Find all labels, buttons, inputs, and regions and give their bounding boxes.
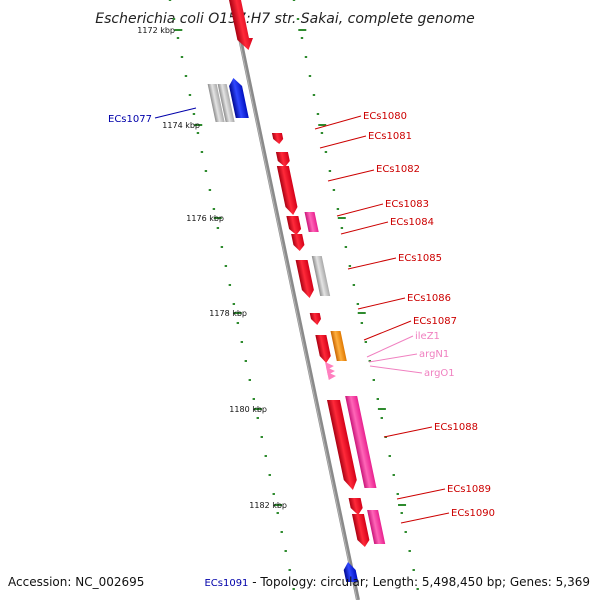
footer-summary: ECs1091 - Topology: circular; Length: 5,…	[204, 575, 590, 589]
gene-arrow[interactable]	[286, 216, 302, 235]
accession-text: Accession: NC_002695	[8, 575, 144, 589]
gene-arrow[interactable]	[295, 260, 316, 298]
gene-track	[207, 0, 386, 582]
gene-label-ecs1077[interactable]: ECs1077	[108, 114, 152, 125]
scale-ticks	[168, 0, 419, 590]
kbp-label: 1174 kbp	[162, 121, 200, 130]
gene-label-ecs1083[interactable]: ECs1083	[385, 199, 429, 210]
gene-label-argo1[interactable]: argO1	[424, 368, 455, 379]
gene-label-ecs1084[interactable]: ECs1084	[390, 217, 434, 228]
kbp-label: 1176 kbp	[186, 214, 224, 223]
gene-block[interactable]	[345, 396, 377, 488]
gene-arrow[interactable]	[351, 514, 371, 547]
map-title: Escherichia coli O157:H7 str. Sakai, com…	[95, 11, 474, 27]
gene-label-ecs1085[interactable]: ECs1085	[398, 253, 442, 264]
gene-arrow[interactable]	[227, 78, 249, 118]
kbp-label: 1172 kbp	[137, 26, 175, 35]
gene-block[interactable]	[304, 212, 319, 232]
gene-label-ecs1082[interactable]: ECs1082	[376, 164, 420, 175]
kbp-label: 1178 kbp	[209, 309, 247, 318]
gene-label-ilez1[interactable]: ileZ1	[415, 331, 440, 342]
gene-block[interactable]	[367, 510, 386, 544]
gene-label-ecs1089[interactable]: ECs1089	[447, 484, 491, 495]
gene-block[interactable]	[217, 84, 235, 122]
kbp-label: 1180 kbp	[229, 405, 267, 414]
gene-block[interactable]	[330, 331, 347, 361]
gene-label-ecs1086[interactable]: ECs1086	[407, 293, 451, 304]
gene-arrow[interactable]	[348, 498, 365, 515]
gene-arrow[interactable]	[229, 0, 256, 50]
gene-label-ecs1090[interactable]: ECs1090	[451, 508, 495, 519]
gene-arrow[interactable]	[291, 234, 306, 251]
gene-block[interactable]	[207, 84, 225, 122]
gene-arrow[interactable]	[342, 562, 359, 582]
gene-arrow[interactable]	[327, 400, 359, 490]
gene-label-ecs1081[interactable]: ECs1081	[368, 131, 412, 142]
gene-arrow[interactable]	[309, 313, 323, 325]
gene-arrow[interactable]	[276, 166, 299, 215]
genome-backbone-highlight	[230, 0, 358, 600]
gene-label-ecs1091[interactable]: ECs1091	[204, 578, 248, 589]
trna-mark[interactable]	[327, 372, 337, 380]
gene-arrow[interactable]	[315, 335, 332, 363]
gene-block[interactable]	[311, 256, 331, 296]
gene-label-argn1[interactable]: argN1	[419, 349, 449, 360]
genome-backbone	[230, 0, 360, 600]
gene-arrow[interactable]	[271, 133, 284, 144]
label-leaders	[154, 107, 450, 524]
gene-label-ecs1080[interactable]: ECs1080	[363, 111, 407, 122]
gene-label-ecs1087[interactable]: ECs1087	[413, 316, 457, 327]
gene-label-ecs1088[interactable]: ECs1088	[434, 422, 478, 433]
genome-summary: - Topology: circular; Length: 5,498,450 …	[248, 575, 590, 589]
gene-arrow[interactable]	[275, 152, 291, 167]
kbp-label: 1182 kbp	[249, 501, 287, 510]
